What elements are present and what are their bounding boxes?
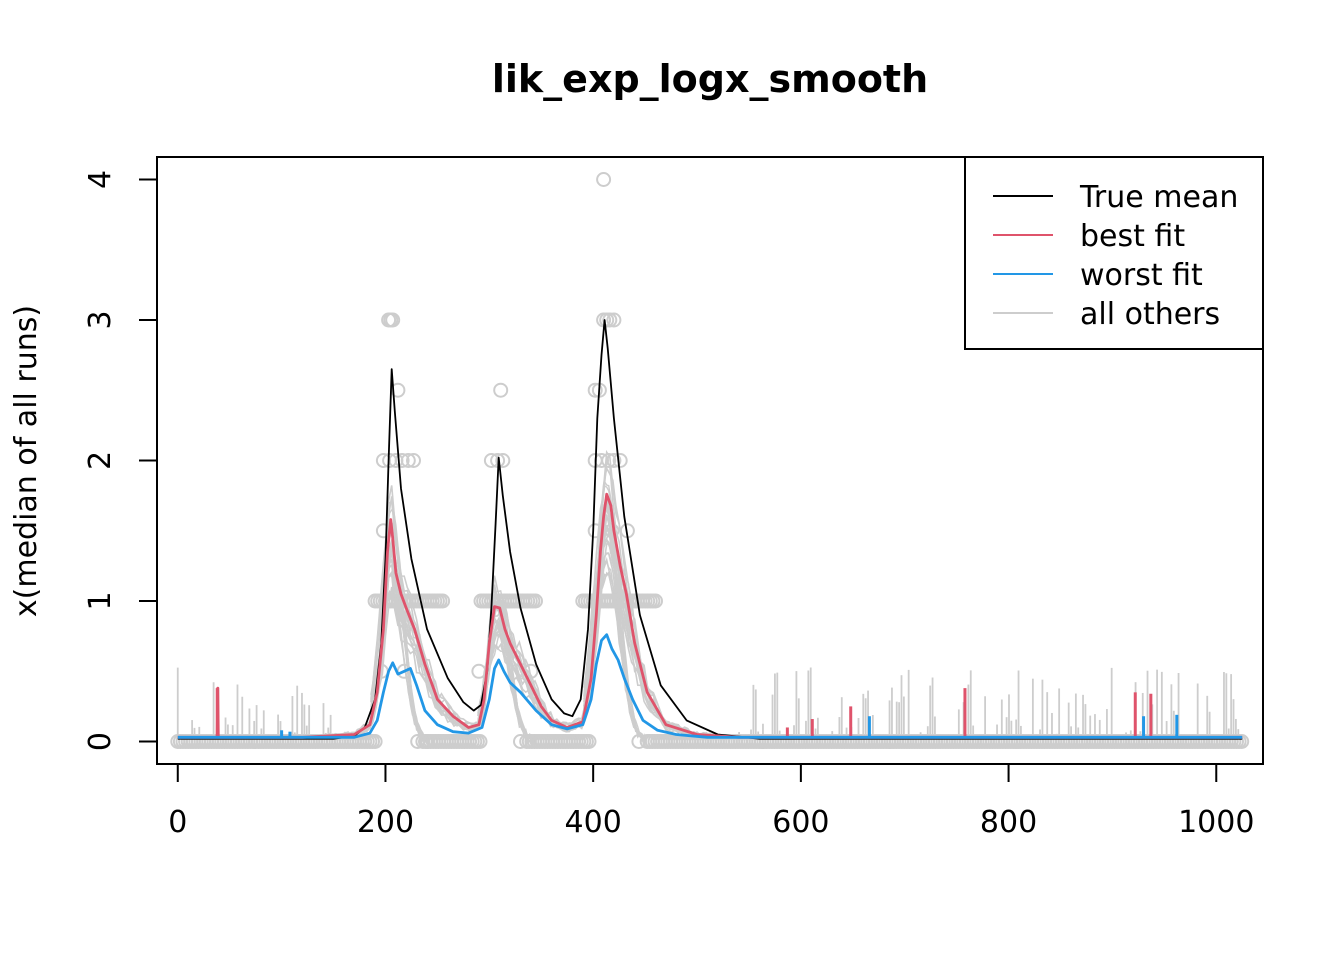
observation-point	[606, 453, 622, 468]
legend: True mean best fit worst fit all others	[964, 156, 1264, 350]
x-tick-label: 200	[357, 805, 414, 840]
observation-point	[528, 593, 543, 609]
y-tick-label: 1	[83, 591, 118, 610]
all-others-line	[323, 543, 717, 739]
observation-point	[472, 734, 488, 749]
observation-point	[367, 734, 383, 749]
observation-point	[601, 453, 617, 468]
chart-title: lik_exp_logx_smooth	[492, 57, 928, 101]
legend-label-true-mean: True mean	[1079, 180, 1238, 215]
x-tick-label: 400	[565, 805, 622, 840]
x-tick-label: 800	[980, 805, 1037, 840]
observation-point	[383, 312, 399, 328]
observation-point	[587, 382, 603, 398]
observation-point	[581, 734, 597, 749]
y-axis: 0 1 2 3 4	[83, 170, 157, 751]
observation-point	[419, 734, 435, 749]
all-others-noise	[176, 667, 1240, 738]
series-best-fit	[177, 492, 1243, 739]
observation-point	[513, 734, 528, 749]
x-axis: 0 200 400 600 800 1000	[168, 763, 1254, 840]
observation-point	[602, 312, 618, 328]
y-tick-label: 3	[83, 310, 118, 329]
observation-point	[495, 453, 511, 468]
x-tick-label: 600	[772, 805, 829, 840]
y-tick-label: 2	[83, 451, 118, 470]
plot-area	[170, 172, 1250, 749]
y-tick-label: 4	[83, 170, 118, 189]
observation-point	[612, 453, 628, 468]
observation-point	[493, 382, 509, 398]
observation-point	[406, 453, 421, 468]
observation-point	[435, 593, 451, 609]
legend-label-worst-fit: worst fit	[1080, 258, 1203, 293]
series-true-mean	[177, 319, 1243, 740]
observation-point	[410, 734, 426, 749]
x-tick-label: 1000	[1178, 805, 1254, 840]
y-tick-label: 0	[83, 732, 118, 751]
all-others-line	[323, 449, 717, 737]
legend-box	[964, 156, 1264, 350]
x-tick-label: 0	[168, 805, 187, 840]
legend-label-all-others: all others	[1080, 297, 1220, 332]
observation-point	[400, 453, 416, 468]
observation-point	[631, 734, 647, 749]
observation-point	[596, 172, 612, 187]
series-worst-fit	[177, 633, 1243, 739]
observation-point	[606, 312, 622, 328]
legend-label-best-fit: best fit	[1080, 219, 1185, 254]
y-axis-label: x(median of all runs)	[9, 305, 44, 617]
observation-point	[394, 453, 410, 468]
observation-point	[471, 663, 487, 679]
observation-point	[1234, 734, 1250, 749]
observation-point	[648, 593, 663, 609]
